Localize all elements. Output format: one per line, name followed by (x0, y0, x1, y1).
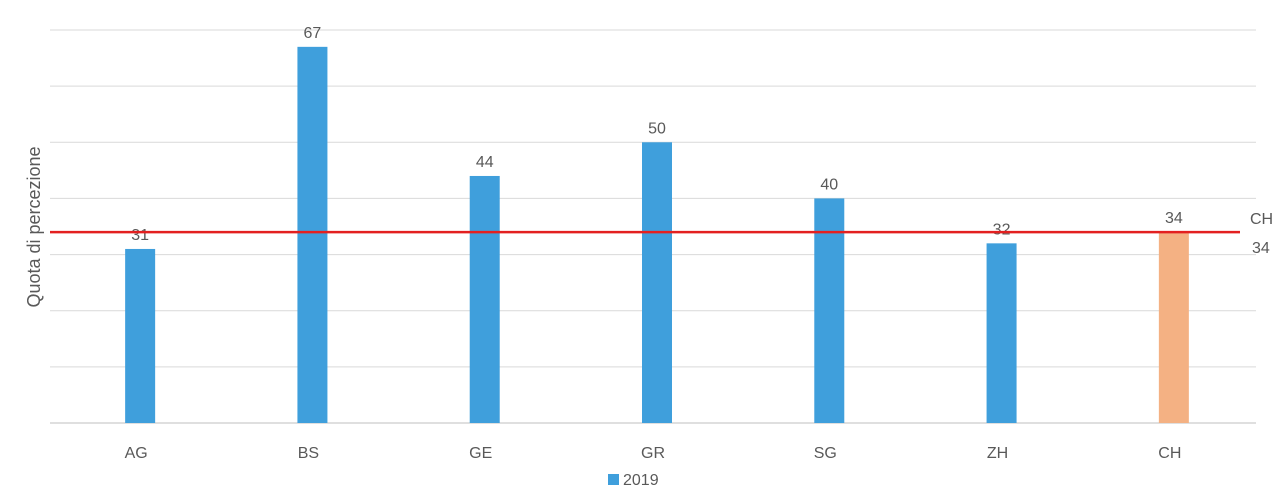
x-tick-ag: AG (125, 445, 148, 462)
data-label-ge: 44 (476, 154, 494, 171)
legend: 2019 (608, 472, 659, 489)
data-label-ch: 34 (1165, 210, 1183, 227)
reference-label-value: 34 (1252, 240, 1270, 257)
bar-sg (814, 198, 845, 423)
data-label-gr: 50 (648, 120, 666, 137)
data-label-ag: 31 (131, 227, 149, 244)
bar-gr (642, 142, 672, 424)
legend-swatch-2019 (608, 474, 619, 485)
x-tick-bs: BS (298, 445, 319, 462)
x-tick-ch: CH (1158, 445, 1181, 462)
data-label-bs: 67 (304, 25, 322, 42)
y-axis-title: Quota di percezione (24, 146, 44, 307)
data-label-sg: 40 (820, 176, 838, 193)
bar-ch (1158, 232, 1189, 423)
x-tick-sg: SG (814, 445, 837, 462)
x-tick-labels: AG BS GE GR SG ZH CH (125, 445, 1182, 462)
x-tick-gr: GR (641, 445, 665, 462)
x-tick-zh: ZH (987, 445, 1008, 462)
bars (125, 46, 1189, 424)
bar-zh (986, 243, 1017, 423)
reference-line-group: CH 34 (50, 211, 1273, 257)
legend-label-2019: 2019 (623, 472, 659, 489)
bar-bs (297, 46, 328, 423)
data-label-zh: 32 (993, 221, 1011, 238)
bar-ag (125, 248, 156, 423)
x-tick-ge: GE (469, 445, 492, 462)
reference-label-name: CH (1250, 211, 1273, 228)
bar-ge (469, 175, 500, 423)
